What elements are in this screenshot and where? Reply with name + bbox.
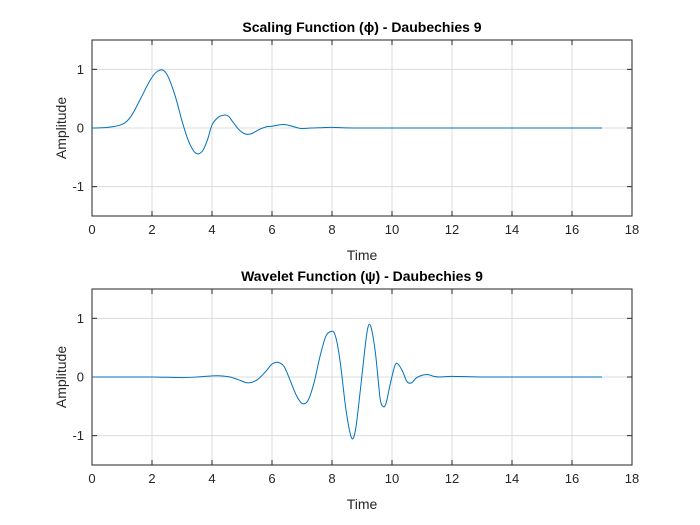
x-tick-labels: 0 2 4 6 8 10 12 14 16 18 — [88, 471, 639, 486]
x-tick-label: 10 — [385, 222, 399, 237]
x-tick-label: 16 — [565, 471, 579, 486]
chart-title: Scaling Function (ϕ) - Daubechies 9 — [242, 19, 481, 35]
series-group — [91, 323, 602, 440]
series-group — [91, 69, 602, 155]
x-tick-label: 0 — [88, 471, 95, 486]
x-tick-label: 8 — [328, 471, 335, 486]
x-tick-label: 12 — [445, 222, 459, 237]
y-tick-label: 0 — [77, 121, 84, 136]
x-tick-label: 10 — [385, 471, 399, 486]
y-tick-label: 1 — [77, 311, 84, 326]
y-tick-label: -1 — [72, 428, 84, 443]
x-tick-label: 4 — [208, 471, 215, 486]
tick-marks — [91, 289, 633, 465]
y-axis-label: Amplitude — [53, 346, 69, 408]
series-line — [91, 69, 602, 155]
x-tick-label: 2 — [148, 471, 155, 486]
x-tick-label: 18 — [625, 222, 639, 237]
y-tick-labels: -1 0 1 — [72, 62, 84, 194]
y-tick-labels: -1 0 1 — [72, 311, 84, 443]
x-tick-label: 0 — [88, 222, 95, 237]
x-tick-label: 18 — [625, 471, 639, 486]
x-tick-label: 6 — [268, 471, 275, 486]
x-tick-label: 12 — [445, 471, 459, 486]
x-tick-label: 2 — [148, 222, 155, 237]
wavelet-function-panel: Wavelet Function (ψ) - Daubechies 9 0 2 4 6… — [53, 268, 639, 512]
x-tick-label: 8 — [328, 222, 335, 237]
x-tick-label: 16 — [565, 222, 579, 237]
scaling-function-panel: Scaling Function (ϕ) - Daubechies 9 0 2 4 6… — [53, 19, 639, 263]
y-tick-label: 0 — [77, 370, 84, 385]
x-axis-label: Time — [347, 496, 378, 512]
y-tick-label: 1 — [77, 62, 84, 77]
x-tick-label: 4 — [208, 222, 215, 237]
x-tick-labels: 0 2 4 6 8 10 12 14 16 18 — [88, 222, 639, 237]
x-tick-label: 14 — [505, 222, 519, 237]
y-axis-label: Amplitude — [53, 97, 69, 159]
x-axis-label: Time — [347, 247, 378, 263]
y-tick-label: -1 — [72, 179, 84, 194]
chart-title: Wavelet Function (ψ) - Daubechies 9 — [241, 268, 483, 284]
x-tick-label: 6 — [268, 222, 275, 237]
x-tick-label: 14 — [505, 471, 519, 486]
series-line — [91, 323, 602, 440]
